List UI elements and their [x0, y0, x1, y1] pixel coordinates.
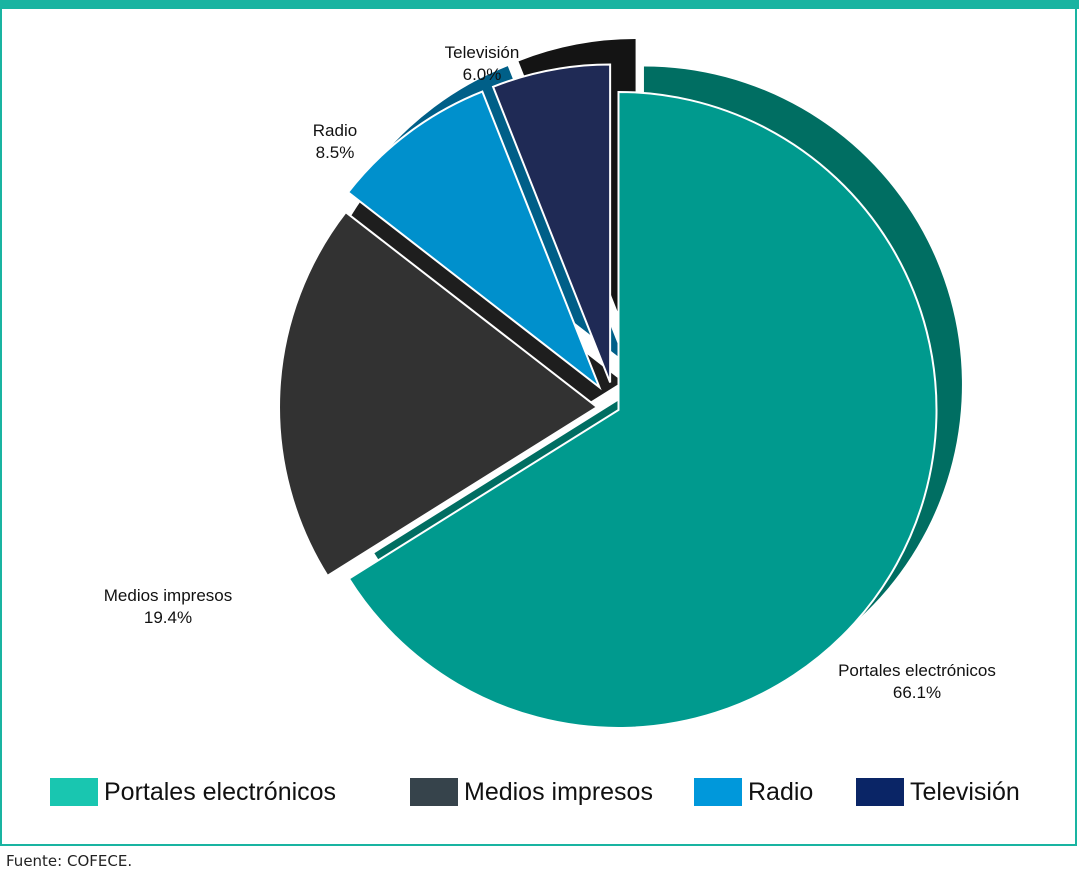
- legend-label-radio: Radio: [748, 777, 814, 806]
- slice-label-medios: Medios impresos 19.4%: [104, 585, 233, 629]
- legend-swatch-radio: [694, 778, 742, 806]
- slice-label-name: Portales electrónicos: [838, 661, 996, 680]
- legend-label-portales: Portales electrónicos: [104, 777, 337, 806]
- legend-label-medios: Medios impresos: [464, 777, 653, 806]
- legend-item-radio: Radio: [694, 772, 813, 812]
- slice-label-name: Televisión: [444, 43, 520, 62]
- legend-swatch-medios: [410, 778, 458, 806]
- slice-label-value: 8.5%: [315, 143, 355, 162]
- slice-label-value: 19.4%: [143, 608, 193, 627]
- slice-label-name: Radio: [312, 121, 358, 140]
- legend: Portales electrónicos Medios impresos Ra…: [0, 772, 1079, 812]
- chart-frame: [0, 9, 1077, 846]
- legend-swatch-portales: [50, 778, 98, 806]
- slice-label-value: 6.0%: [462, 65, 502, 84]
- source-note: Fuente: COFECE.: [6, 852, 133, 870]
- legend-swatch-television: [856, 778, 904, 806]
- legend-label-television: Televisión: [910, 777, 1020, 806]
- legend-item-medios: Medios impresos: [410, 772, 653, 812]
- slice-label-television: Televisión 6.0%: [445, 42, 520, 86]
- legend-item-portales: Portales electrónicos: [50, 772, 336, 812]
- slice-label-portales: Portales electrónicos 66.1%: [838, 660, 996, 704]
- pie-slice-portales: [347, 90, 938, 729]
- pie-slice-radio: [346, 90, 602, 391]
- slice-label-value: 66.1%: [892, 683, 942, 702]
- slice-label-name: Medios impresos: [103, 586, 233, 605]
- legend-item-television: Televisión: [856, 772, 1020, 812]
- top-accent-bar: [0, 0, 1079, 9]
- pie-chart: [278, 39, 962, 729]
- pie-slice-medios: [278, 210, 599, 578]
- pie-slice-television: [491, 63, 612, 383]
- slice-label-radio: Radio 8.5%: [313, 120, 357, 164]
